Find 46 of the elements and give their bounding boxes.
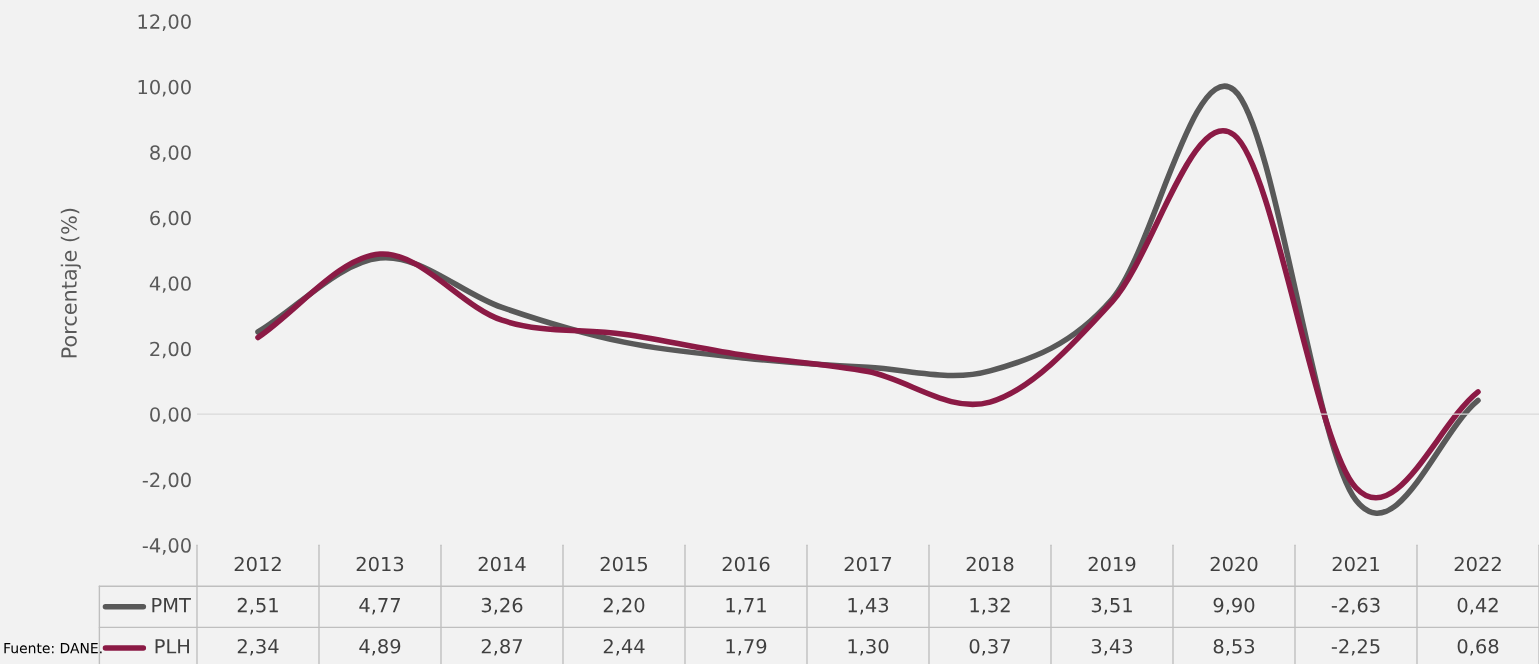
data-label: -2,63 [1331,597,1380,615]
data-label: 2,87 [481,638,522,656]
data-label: 1,43 [848,597,889,615]
y-tick-label: 8,00 [150,145,191,162]
y-tick-label: 6,00 [150,210,191,228]
x-tick-label: 2022 [1454,556,1501,572]
y-tick-label: 10,00 [138,79,191,97]
x-tick-label: 2021 [1332,556,1379,572]
data-label: 1,71 [726,598,766,615]
x-tick-label: 2020 [1210,556,1258,572]
x-tick-label: 2017 [844,556,892,572]
x-tick-label: 2018 [966,556,1014,572]
x-tick-label: 2015 [600,556,648,572]
data-label: 4,89 [359,638,401,656]
data-label: 4,77 [359,598,400,615]
legend-label: PMT [152,598,191,613]
data-label: 0,37 [969,638,1010,656]
data-label: 8,53 [1213,638,1255,656]
x-tick-label: 2012 [234,556,281,572]
source-note: Fuente: DANE. [4,643,102,654]
x-tick-label: 2016 [722,556,770,572]
data-label: 2,51 [237,597,278,615]
legend-label: PLH [155,639,189,654]
data-label: 2,20 [603,597,645,615]
y-tick-label: -2,00 [142,472,191,490]
data-label: 2,44 [603,638,645,656]
y-tick-label: 4,00 [149,276,191,293]
data-label: 1,79 [726,638,767,656]
x-tick-label: 2014 [478,556,526,572]
x-tick-label: 2019 [1088,556,1136,572]
data-label: 1,30 [848,638,889,656]
data-label: 0,68 [1457,638,1499,656]
data-label: 3,43 [1091,638,1133,656]
x-tick-label: 2013 [356,556,404,572]
data-label: 9,90 [1213,597,1255,615]
y-axis-title: Porcentaje (%) [60,208,81,358]
data-label: 1,32 [970,597,1010,615]
data-label: 0,42 [1457,597,1498,615]
y-tick-label: 0,00 [150,407,191,424]
data-label: -2,25 [1331,638,1380,656]
data-label: 3,26 [481,597,523,615]
y-tick-label: 12,00 [138,14,191,31]
data-label: 2,34 [237,638,279,656]
data-label: 3,51 [1091,597,1132,615]
y-tick-label: -4,00 [142,538,191,555]
y-tick-label: 2,00 [150,341,191,359]
